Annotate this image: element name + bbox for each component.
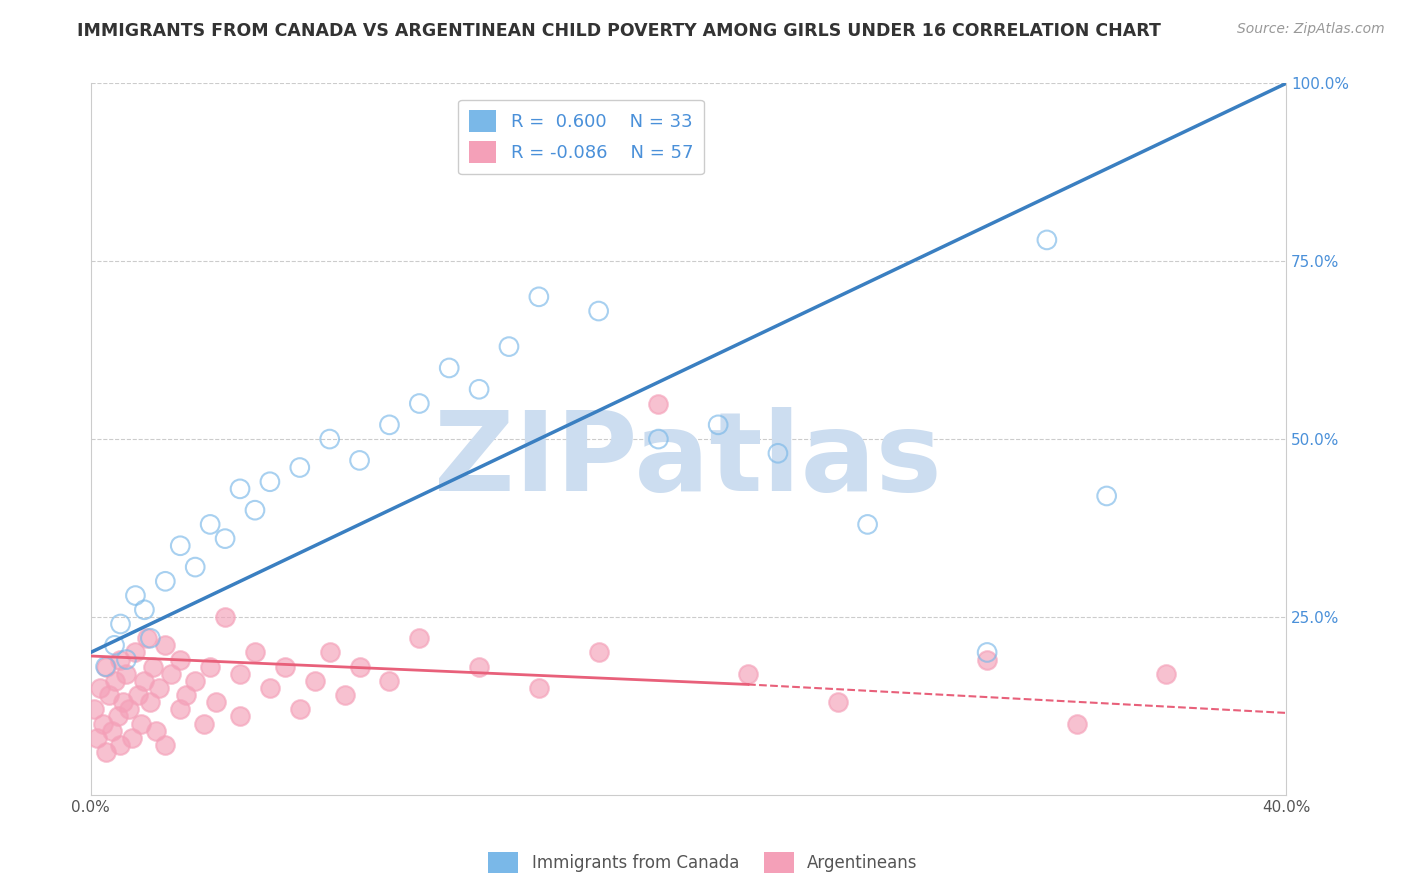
Point (1066, 716, 1088, 731)
Point (498, 340, 520, 354)
Point (349, 453, 371, 467)
Point (333, 688, 356, 702)
Text: IMMIGRANTS FROM CANADA VS ARGENTINEAN CHILD POVERTY AMONG GIRLS UNDER 16 CORRELA: IMMIGRANTS FROM CANADA VS ARGENTINEAN CH… (77, 22, 1161, 40)
Point (145, 723, 167, 738)
Point (110, 617, 132, 632)
Point (588, 304, 610, 318)
Point (155, 738, 177, 752)
Point (142, 659, 165, 673)
Text: ZIPatlas: ZIPatlas (434, 407, 942, 514)
Point (274, 659, 297, 673)
Point (468, 659, 491, 673)
Point (174, 688, 197, 702)
Point (468, 382, 491, 396)
Point (89, 681, 111, 695)
Point (214, 610, 236, 624)
Point (139, 695, 162, 709)
Point (131, 716, 153, 731)
Legend: R =  0.600    N = 33, R = -0.086    N = 57: R = 0.600 N = 33, R = -0.086 N = 57 (458, 100, 704, 174)
Point (97, 688, 120, 702)
Point (139, 631, 162, 645)
Point (110, 652, 132, 666)
Point (124, 645, 146, 659)
Point (124, 589, 146, 603)
Point (349, 659, 371, 673)
Point (136, 631, 159, 645)
Point (259, 681, 281, 695)
Point (115, 666, 138, 681)
Point (100, 723, 122, 738)
Point (115, 652, 138, 666)
Point (148, 681, 170, 695)
Point (1036, 233, 1059, 247)
Point (737, 666, 759, 681)
Point (83, 702, 105, 716)
Point (155, 638, 177, 652)
Point (288, 702, 311, 716)
Point (110, 738, 132, 752)
Point (184, 673, 207, 688)
Point (205, 695, 228, 709)
Point (107, 709, 129, 723)
Point (229, 666, 252, 681)
Point (318, 432, 340, 446)
Point (856, 517, 879, 532)
Point (169, 702, 191, 716)
Point (103, 673, 125, 688)
Point (378, 673, 401, 688)
Point (86, 731, 108, 745)
Point (288, 460, 311, 475)
Point (94, 745, 117, 759)
Legend: Immigrants from Canada, Argentineans: Immigrants from Canada, Argentineans (482, 846, 924, 880)
Point (112, 695, 135, 709)
Point (160, 666, 183, 681)
Point (155, 574, 177, 589)
Point (588, 645, 610, 659)
Point (1095, 489, 1118, 503)
Point (229, 709, 252, 723)
Point (198, 659, 221, 673)
Point (707, 417, 730, 432)
Point (193, 716, 215, 731)
Point (647, 396, 669, 410)
Point (127, 688, 149, 702)
Point (243, 503, 266, 517)
Point (1156, 666, 1178, 681)
Point (318, 645, 340, 659)
Text: Source: ZipAtlas.com: Source: ZipAtlas.com (1237, 22, 1385, 37)
Point (439, 360, 461, 375)
Point (134, 673, 156, 688)
Point (976, 652, 998, 666)
Point (408, 631, 430, 645)
Point (184, 560, 207, 574)
Point (118, 702, 141, 716)
Point (408, 396, 430, 410)
Point (198, 517, 221, 532)
Point (229, 482, 252, 496)
Point (169, 539, 191, 553)
Point (527, 681, 550, 695)
Point (134, 603, 156, 617)
Point (94, 659, 117, 673)
Point (243, 645, 266, 659)
Point (378, 417, 401, 432)
Point (827, 695, 849, 709)
Point (169, 652, 191, 666)
Point (647, 432, 669, 446)
Point (766, 446, 789, 460)
Point (103, 638, 125, 652)
Point (121, 731, 143, 745)
Point (214, 532, 236, 546)
Point (976, 645, 998, 659)
Point (259, 475, 281, 489)
Point (304, 673, 326, 688)
Point (91, 716, 114, 731)
Point (94, 659, 117, 673)
Point (527, 290, 550, 304)
